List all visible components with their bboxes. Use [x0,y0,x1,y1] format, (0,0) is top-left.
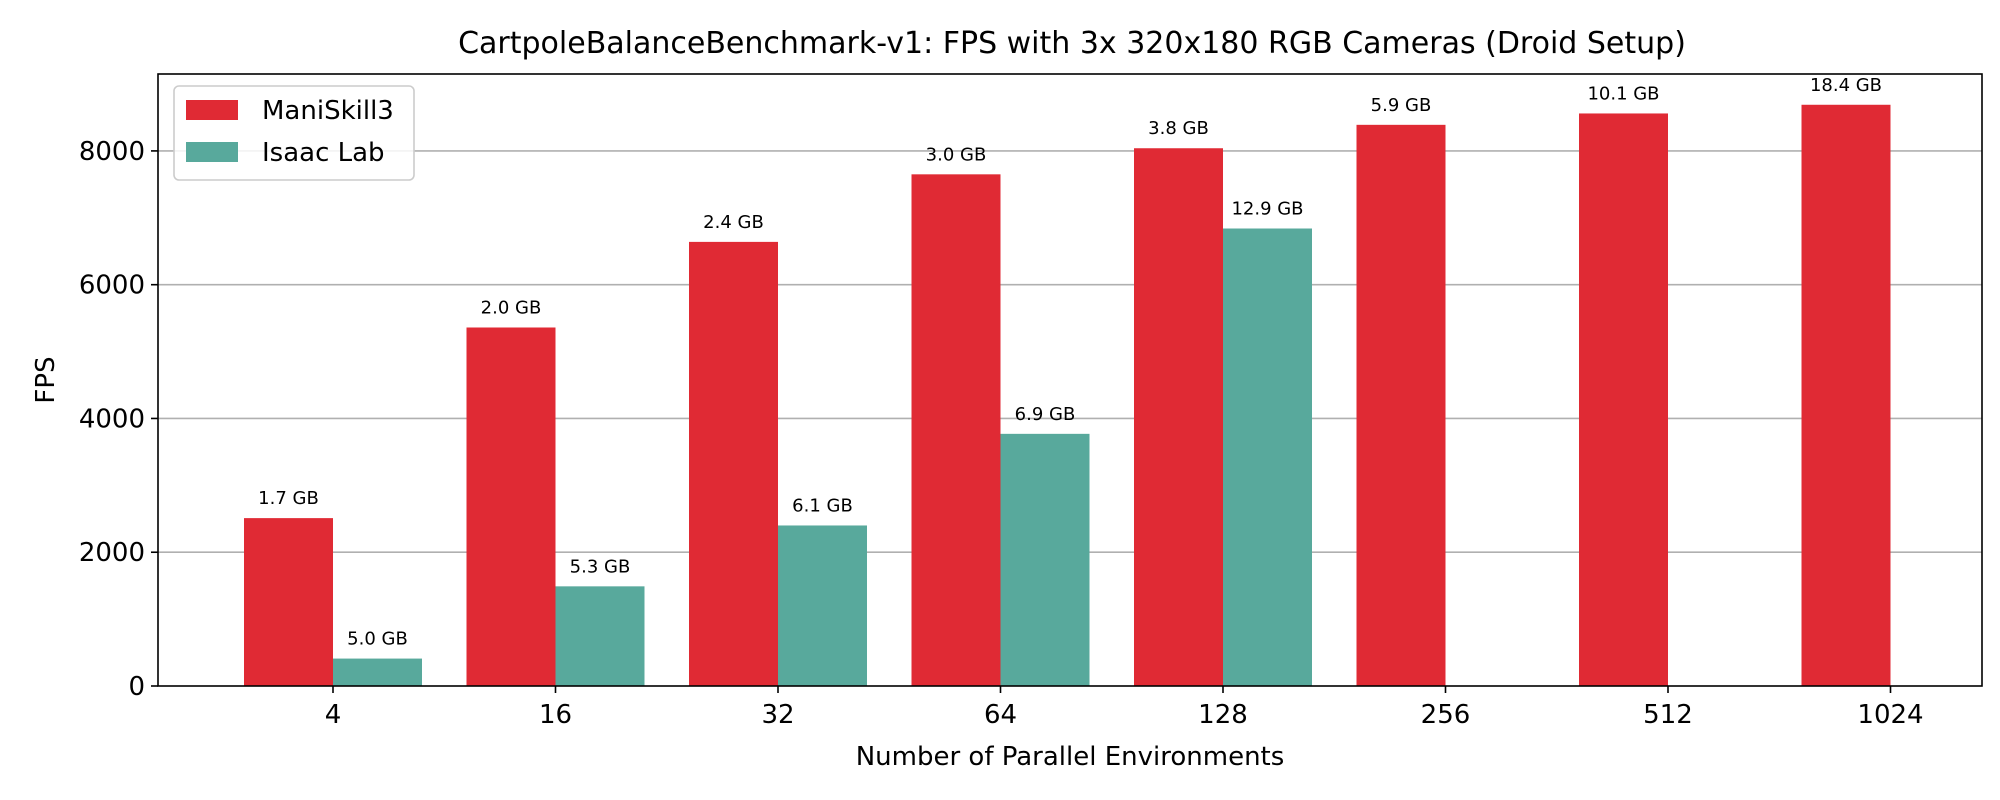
bar-maniskill3 [1356,124,1446,687]
y-tick-label: 4000 [79,404,145,434]
bar-value-label: 12.9 GB [1231,199,1303,220]
bar-maniskill3 [244,518,333,686]
legend-swatch-maniskill3 [186,100,238,120]
bar-isaac-lab [333,658,422,686]
bar-maniskill3 [466,327,556,686]
bar-value-label: 3.0 GB [926,144,987,165]
bar-value-label: 6.9 GB [1015,404,1076,425]
bar-isaac-lab [555,586,645,686]
plot-frame [157,73,1983,687]
y-tick-label: 8000 [79,137,145,167]
x-tick-label: 32 [761,700,794,730]
bar-value-label: 5.9 GB [1371,95,1432,116]
bars [244,104,1891,687]
chart-title: CartpoleBalanceBenchmark-v1: FPS with 3x… [458,26,1686,61]
bar-maniskill3 [689,241,778,687]
x-tick-label: 512 [1643,700,1693,730]
x-tick-label: 256 [1421,700,1471,730]
legend: ManiSkill3 Isaac Lab [173,85,415,181]
x-axis-ticks: 4 16 32 64 128 256 512 1024 [325,686,1924,730]
bar-maniskill3 [911,174,1001,686]
bar-value-label: 10.1 GB [1587,83,1659,104]
x-tick-label: 1024 [1857,700,1923,730]
legend-label-maniskill3: ManiSkill3 [262,96,394,126]
y-tick-label: 6000 [79,271,145,301]
bar-value-label: 5.3 GB [570,556,631,577]
y-tick-label: 0 [128,672,145,702]
y-tick-label: 2000 [79,538,145,568]
x-tick-label: 16 [539,700,572,730]
x-tick-label: 128 [1198,700,1248,730]
legend-label-isaac-lab: Isaac Lab [262,138,385,168]
bar-value-label: 1.7 GB [258,488,319,509]
legend-swatch-isaac-lab [186,142,238,162]
bar-value-label: 2.4 GB [703,212,764,233]
bar-value-label: 18.4 GB [1810,75,1882,96]
bar-isaac-lab [778,525,867,686]
bar-value-label: 3.8 GB [1148,118,1209,139]
data-labels: 1.7 GB 5.0 GB 2.0 GB 5.3 GB 2.4 GB 6.1 GB 3.0 … [258,75,1882,650]
x-tick-label: 64 [984,700,1017,730]
x-axis-label: Number of Parallel Environments [856,742,1285,772]
bar-value-label: 2.0 GB [481,297,542,318]
bar-maniskill3 [1134,148,1223,687]
y-axis-ticks: 0 2000 4000 6000 8000 [79,137,158,702]
bar-isaac-lab [1000,433,1090,686]
bar-isaac-lab [1223,228,1312,686]
x-tick-label: 4 [325,700,342,730]
bar-value-label: 5.0 GB [347,629,408,650]
bar-value-label: 6.1 GB [792,495,853,516]
bar-maniskill3 [1801,104,1891,686]
bar-maniskill3 [1579,113,1668,687]
y-axis-label: FPS [31,356,61,403]
